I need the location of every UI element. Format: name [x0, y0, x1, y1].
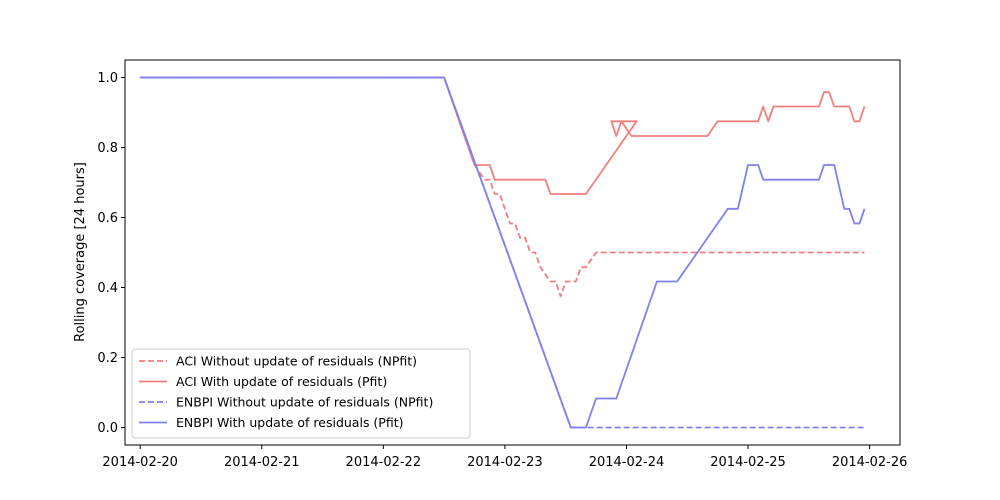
x-tick-label: 2014-02-24 — [589, 455, 665, 470]
series-line — [140, 76, 865, 298]
legend-entry: ENBPI With update of residuals (Pfit) — [176, 415, 404, 430]
y-tick-label: 0.4 — [97, 281, 118, 296]
y-tick-label: 0.2 — [97, 351, 118, 366]
x-tick-label: 2014-02-26 — [832, 455, 908, 470]
x-tick-label: 2014-02-21 — [224, 455, 300, 470]
x-tick-label: 2014-02-20 — [102, 455, 178, 470]
y-tick-label: 0.8 — [97, 141, 118, 156]
series-line — [140, 76, 866, 429]
x-tick-label: 2014-02-23 — [467, 455, 543, 470]
legend: ACI Without update of residuals (NPfit) A… — [131, 348, 471, 439]
legend-entry: ACI Without update of residuals (NPfit) — [176, 354, 417, 369]
y-tick-label: 0.6 — [97, 211, 118, 226]
legend-entry: ACI With update of residuals (Pfit) — [176, 374, 387, 389]
y-axis-label: Rolling coverage [24 hours] — [73, 162, 88, 342]
legend-box — [131, 348, 471, 439]
series-line — [140, 76, 866, 195]
y-tick-label: 0.0 — [97, 421, 118, 436]
plot-lines — [140, 76, 866, 429]
y-axis: 0.0 0.2 0.4 0.6 0.8 1.0 — [97, 71, 125, 436]
x-axis: 2014-02-20 2014-02-21 2014-02-22 2014-02-23… — [102, 445, 907, 470]
legend-entry: ENBPI Without update of residuals (NPfit… — [176, 395, 433, 410]
x-tick-label: 2014-02-22 — [346, 455, 422, 470]
axes-frame — [124, 59, 901, 446]
x-tick-label: 2014-02-25 — [710, 455, 786, 470]
y-tick-label: 1.0 — [97, 71, 118, 86]
